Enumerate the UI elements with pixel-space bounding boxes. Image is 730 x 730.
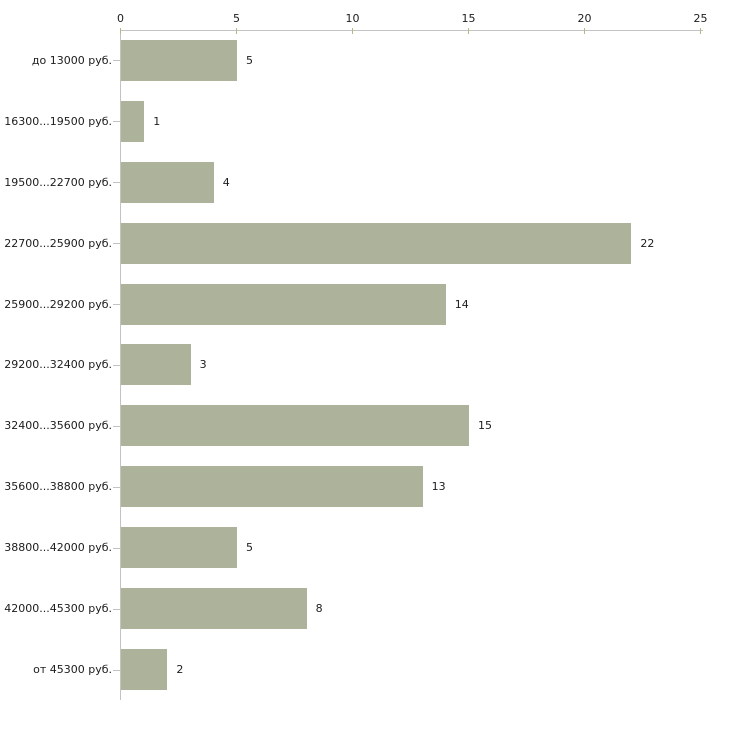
bar-value-label: 5 bbox=[246, 541, 253, 555]
x-tick-label: 15 bbox=[461, 12, 476, 25]
bar-row: 25900...29200 руб. 14 bbox=[0, 274, 730, 335]
y-axis-label: 38800...42000 руб. bbox=[4, 541, 112, 555]
bar bbox=[121, 39, 237, 81]
bar-row: 38800...42000 руб. 5 bbox=[0, 517, 730, 578]
bar-row: до 13000 руб. 5 bbox=[0, 30, 730, 91]
bar-value-label: 4 bbox=[222, 175, 230, 189]
y-tick-mark bbox=[113, 608, 120, 610]
bar bbox=[121, 588, 307, 630]
x-tick-mark bbox=[236, 28, 237, 34]
y-axis-label: 25900...29200 руб. bbox=[4, 297, 112, 311]
y-tick-mark bbox=[113, 182, 120, 184]
x-tick-mark bbox=[120, 28, 121, 34]
x-tick-label: 25 bbox=[693, 12, 708, 25]
x-tick-mark bbox=[352, 28, 353, 34]
y-axis-label: 42000...45300 руб. bbox=[4, 602, 112, 616]
bar-value-label: 1 bbox=[153, 114, 161, 128]
y-tick-mark bbox=[113, 669, 120, 671]
y-axis-label: 16300...19500 руб. bbox=[4, 114, 112, 128]
y-tick-mark bbox=[113, 547, 120, 549]
y-axis-label: 29200...32400 руб. bbox=[4, 358, 112, 372]
bar bbox=[121, 466, 423, 508]
bar-row: 19500...22700 руб. 4 bbox=[0, 152, 730, 213]
y-axis-label: 19500...22700 руб. bbox=[4, 175, 112, 189]
bar-value-label: 2 bbox=[176, 663, 184, 677]
y-tick-mark bbox=[113, 486, 120, 488]
bar bbox=[121, 222, 632, 264]
x-tick-label: 5 bbox=[233, 12, 240, 25]
bar-row: 42000...45300 руб. 8 bbox=[0, 578, 730, 639]
bar-row: 32400...35600 руб. 15 bbox=[0, 395, 730, 456]
x-tick-label: 0 bbox=[117, 12, 124, 25]
bar-value-label: 13 bbox=[431, 480, 446, 494]
y-axis-label: 32400...35600 руб. bbox=[4, 419, 112, 433]
bar bbox=[121, 283, 446, 325]
bar-value-label: 14 bbox=[454, 297, 469, 311]
bar-row: от 45300 руб. 2 bbox=[0, 639, 730, 700]
x-tick-label: 20 bbox=[577, 12, 592, 25]
y-tick-mark bbox=[113, 304, 120, 306]
x-tick-mark bbox=[700, 28, 701, 34]
y-tick-mark bbox=[113, 364, 120, 366]
y-tick-mark bbox=[113, 243, 120, 245]
bar bbox=[121, 527, 237, 569]
y-axis-label: от 45300 руб. bbox=[33, 663, 112, 677]
bar bbox=[121, 161, 214, 203]
x-tick-label: 10 bbox=[345, 12, 360, 25]
x-tick-mark bbox=[468, 28, 469, 34]
y-axis-label: 35600...38800 руб. bbox=[4, 480, 112, 494]
bar-value-label: 22 bbox=[640, 236, 655, 250]
bar bbox=[121, 100, 145, 142]
bar bbox=[121, 649, 168, 691]
bar-value-label: 3 bbox=[199, 358, 207, 372]
bar-row: 29200...32400 руб. 3 bbox=[0, 335, 730, 396]
bar-row: 16300...19500 руб. 1 bbox=[0, 91, 730, 152]
y-tick-mark bbox=[113, 121, 120, 123]
y-axis-line bbox=[120, 30, 121, 700]
bar-value-label: 8 bbox=[315, 602, 323, 616]
y-tick-mark bbox=[113, 425, 120, 427]
bar-value-label: 5 bbox=[246, 53, 253, 67]
bar-row: 22700...25900 руб. 22 bbox=[0, 213, 730, 274]
x-axis-line bbox=[120, 30, 703, 31]
bar-row: 35600...38800 руб. 13 bbox=[0, 456, 730, 517]
y-axis-label: до 13000 руб. bbox=[31, 53, 112, 67]
bar-value-label: 15 bbox=[478, 419, 492, 433]
x-tick-mark bbox=[584, 28, 585, 34]
bar bbox=[121, 344, 191, 386]
y-tick-mark bbox=[113, 60, 120, 62]
bar bbox=[121, 405, 469, 447]
y-axis-label: 22700...25900 руб. bbox=[4, 236, 112, 250]
